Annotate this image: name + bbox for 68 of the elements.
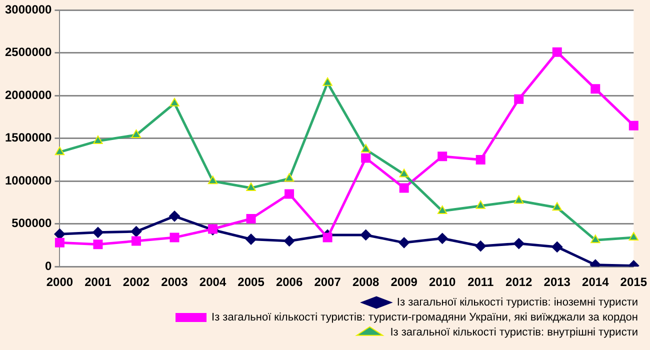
point [552,202,562,211]
point [399,183,409,193]
point [132,236,141,246]
x-tick-label: 2015 [620,275,648,290]
point [628,232,638,241]
point [284,189,294,199]
point [93,240,103,250]
point [246,234,257,245]
point [361,153,371,163]
point [360,229,372,240]
point [131,129,142,138]
point [476,200,486,209]
point [438,206,448,214]
x-tick-label: 2007 [314,275,342,290]
point [360,144,371,153]
x-tick-label: 2012 [506,275,533,290]
point [475,240,486,252]
x-tick-label: 2009 [390,275,418,290]
point [552,241,563,252]
point [246,182,256,191]
point [170,98,180,106]
y-tick-label: 0 [45,258,52,273]
y-tick-label: 3000000 [5,2,52,17]
point [246,214,256,224]
point [54,238,64,248]
x-tick-label: 2002 [122,275,150,290]
point [398,237,410,248]
x-tick-label: 2010 [428,275,456,290]
point [552,47,562,57]
point [284,235,295,246]
x-tick-label: 2006 [276,275,303,290]
y-tick-label: 2000000 [5,88,52,102]
point [590,84,600,94]
point [130,226,142,238]
point [322,77,332,86]
x-tick-label: 2008 [352,275,380,290]
point [438,152,448,162]
point [628,120,638,130]
point [399,168,409,178]
x-tick-label: 2004 [199,275,226,290]
point [476,155,486,165]
point [514,94,524,104]
point [54,146,65,156]
y-tick-label: 2500000 [5,45,52,60]
point [284,173,294,182]
point [92,226,104,238]
x-tick-label: 2005 [238,275,265,290]
x-tick-label: 2000 [46,275,74,290]
y-tick-label: 1000000 [5,173,52,188]
point [208,176,218,184]
x-tick-label: 2003 [161,275,188,290]
x-tick-label: 2011 [468,275,494,290]
x-tick-label: 2001 [84,275,112,290]
x-tick-label: 2013 [544,275,571,290]
legend-label: Із загальної кількості туристів: туристи-громадяни України, які виїжджали за кордон [212,312,638,324]
y-tick-label: 500000 [12,216,52,230]
legend-label: Із загальної кількості туристів: іноземні туристи [396,296,638,309]
legend-label: Із загальної кількості туристів: внутрішні туристи [390,326,638,339]
x-tick-label: 2014 [582,275,610,290]
y-tick-label: 1500000 [5,130,52,145]
point [590,234,600,244]
point [322,232,332,242]
point [436,232,448,244]
point [514,195,524,204]
point [169,210,180,222]
point [170,232,180,242]
point [513,238,524,250]
point [93,135,103,144]
